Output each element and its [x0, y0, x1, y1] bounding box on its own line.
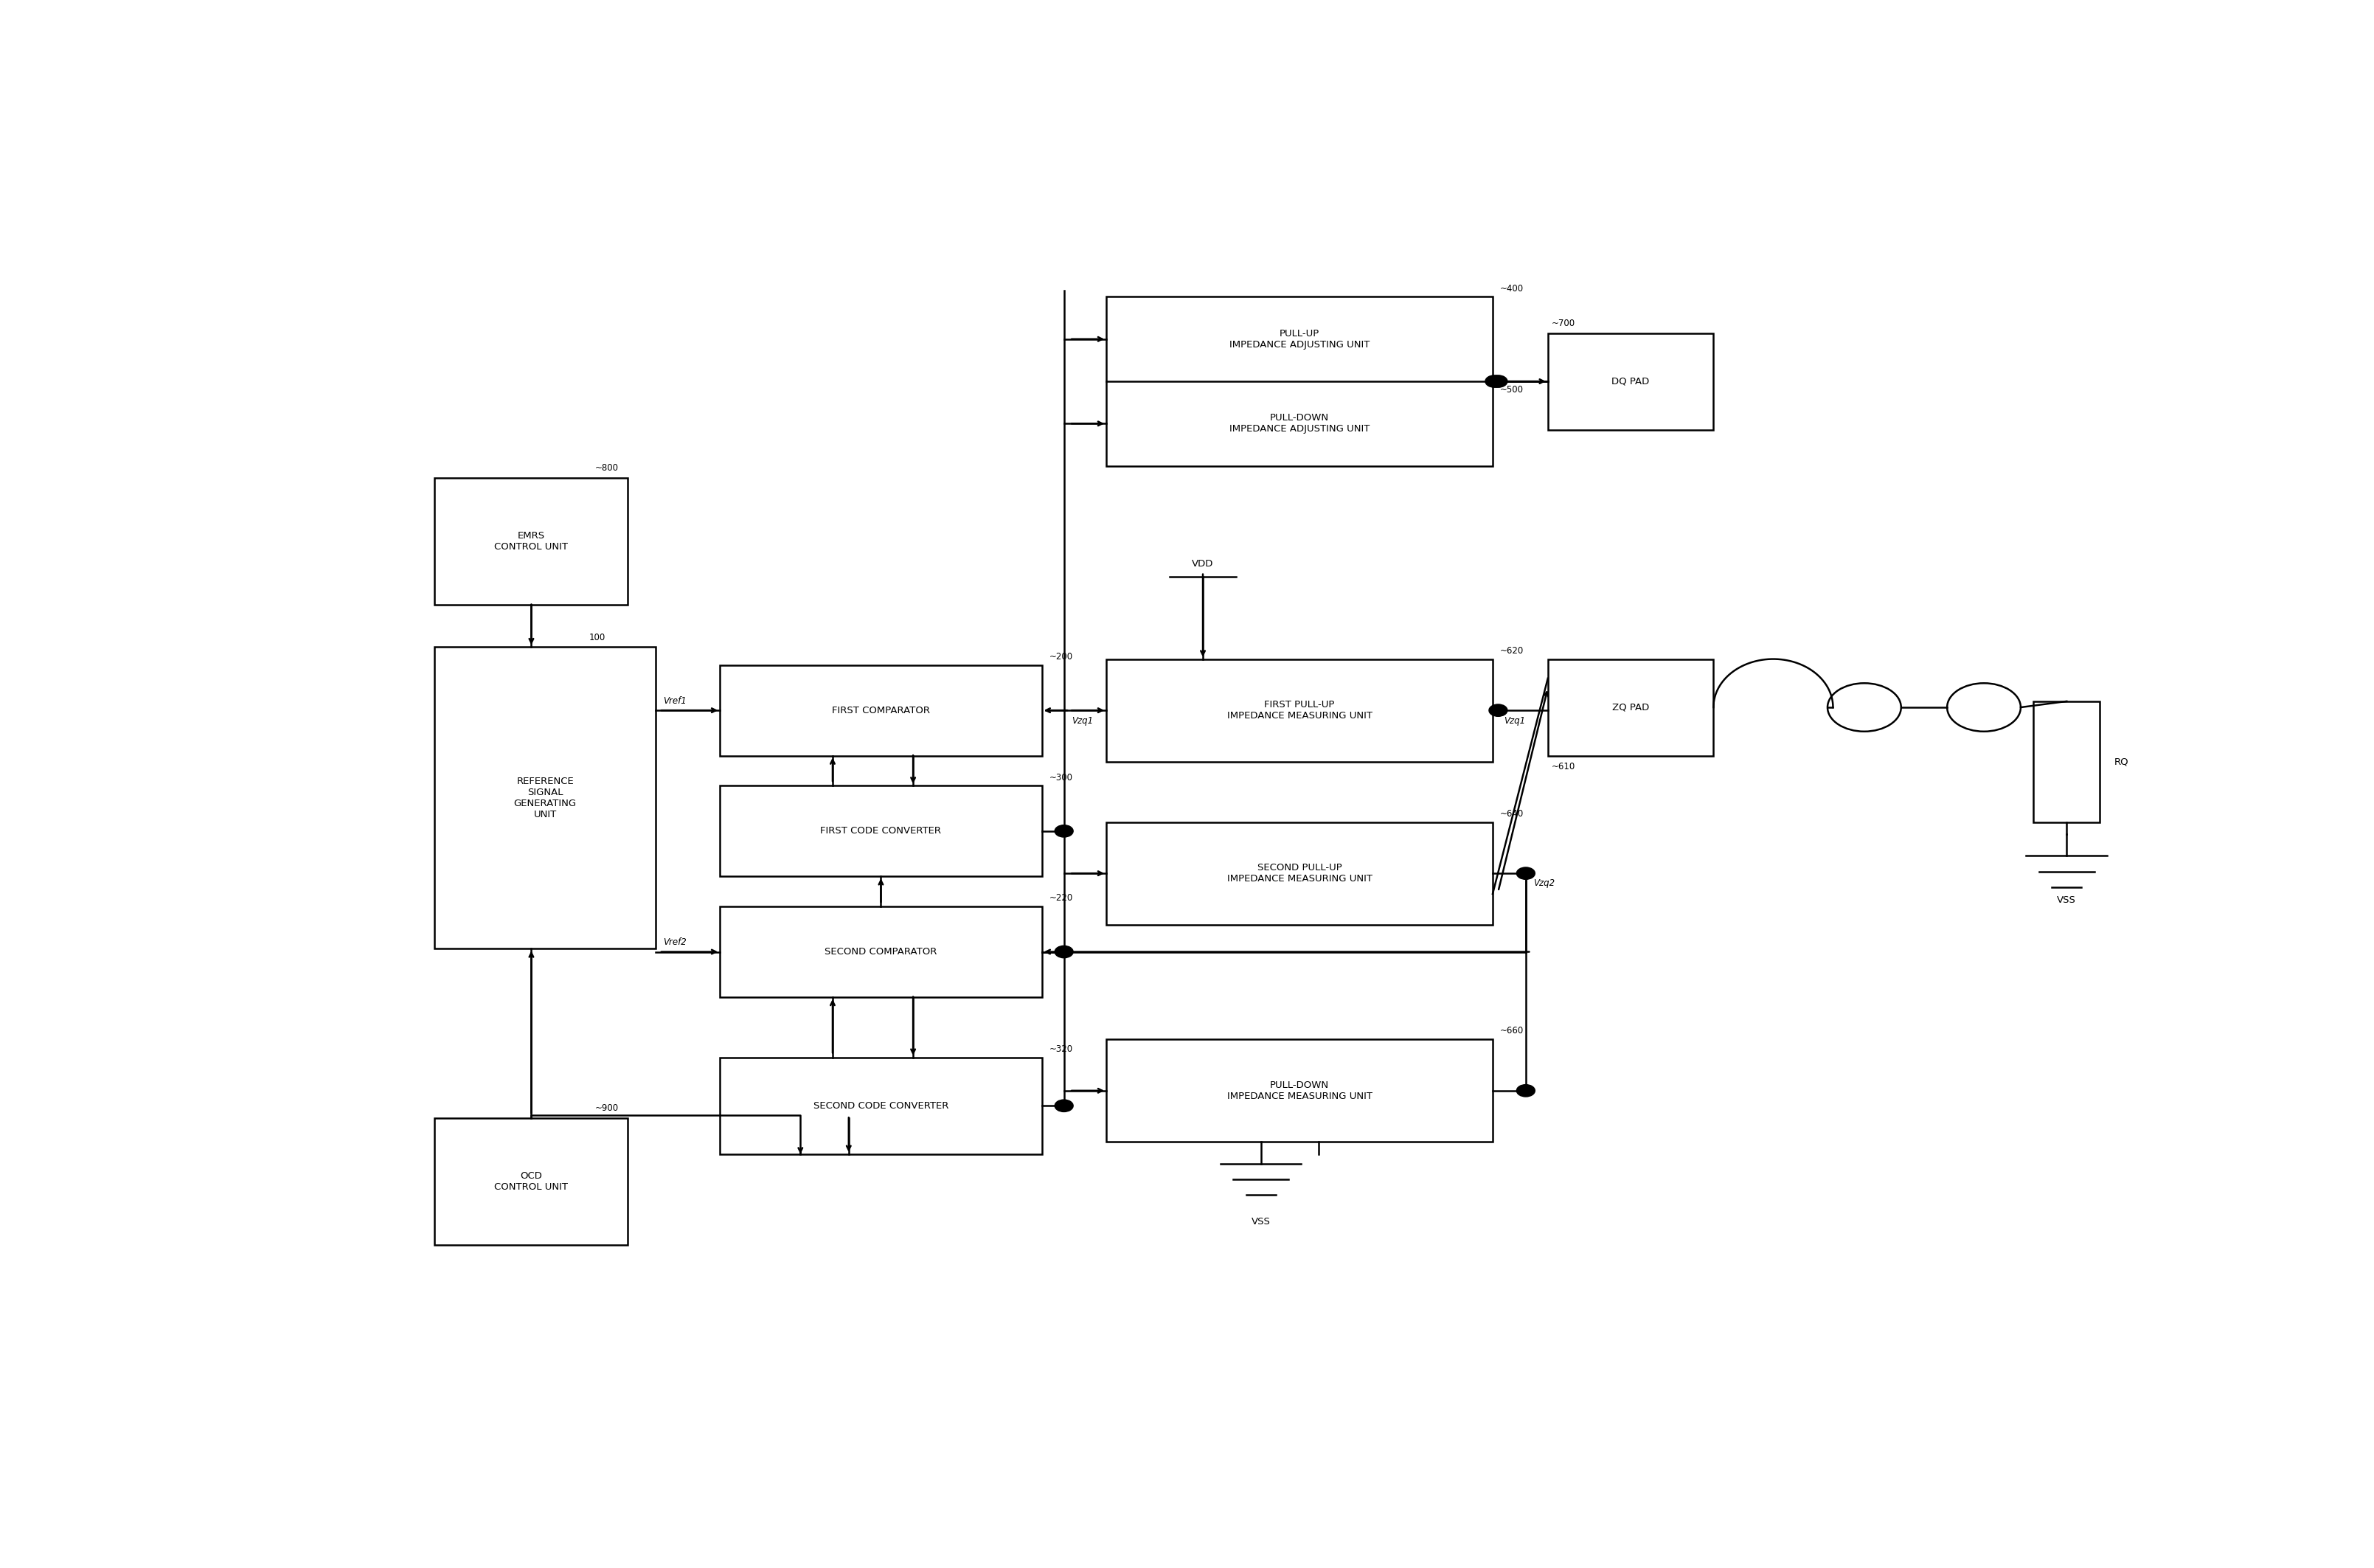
Text: OCD
CONTROL UNIT: OCD CONTROL UNIT — [494, 1171, 567, 1192]
FancyBboxPatch shape — [434, 1118, 627, 1245]
Text: ~640: ~640 — [1500, 809, 1524, 818]
Circle shape — [1054, 825, 1073, 837]
FancyBboxPatch shape — [1548, 332, 1714, 430]
Text: ~200: ~200 — [1049, 652, 1073, 662]
Text: DQ PAD: DQ PAD — [1612, 376, 1650, 386]
Text: ~320: ~320 — [1049, 1044, 1073, 1054]
FancyBboxPatch shape — [1548, 659, 1714, 756]
Text: ~800: ~800 — [596, 464, 620, 474]
Text: ~660: ~660 — [1500, 1025, 1524, 1036]
FancyBboxPatch shape — [434, 648, 655, 949]
Text: FIRST COMPARATOR: FIRST COMPARATOR — [831, 706, 931, 715]
Text: FIRST CODE CONVERTER: FIRST CODE CONVERTER — [821, 826, 942, 836]
Text: ~610: ~610 — [1553, 762, 1576, 771]
Circle shape — [1488, 375, 1507, 387]
FancyBboxPatch shape — [719, 1057, 1042, 1154]
Text: ~220: ~220 — [1049, 894, 1073, 903]
Text: FIRST PULL-UP
IMPEDANCE MEASURING UNIT: FIRST PULL-UP IMPEDANCE MEASURING UNIT — [1227, 699, 1372, 721]
Text: ~300: ~300 — [1049, 773, 1073, 782]
FancyBboxPatch shape — [1106, 659, 1493, 762]
Circle shape — [1517, 1085, 1536, 1096]
Text: EMRS
CONTROL UNIT: EMRS CONTROL UNIT — [494, 532, 567, 552]
FancyBboxPatch shape — [719, 665, 1042, 756]
Text: RQ: RQ — [2115, 757, 2129, 767]
Circle shape — [1054, 946, 1073, 958]
Text: Vzq2: Vzq2 — [1534, 878, 1555, 887]
Text: ~500: ~500 — [1500, 386, 1524, 395]
Circle shape — [1517, 867, 1536, 880]
Text: ~400: ~400 — [1500, 284, 1524, 293]
Text: ~620: ~620 — [1500, 646, 1524, 655]
FancyBboxPatch shape — [2035, 701, 2099, 822]
Circle shape — [1486, 375, 1503, 387]
Text: Vref2: Vref2 — [662, 938, 686, 947]
Text: SECOND CODE CONVERTER: SECOND CODE CONVERTER — [814, 1101, 950, 1110]
Text: PULL-UP
IMPEDANCE ADJUSTING UNIT: PULL-UP IMPEDANCE ADJUSTING UNIT — [1230, 329, 1370, 350]
Circle shape — [1488, 704, 1507, 717]
FancyBboxPatch shape — [1106, 1040, 1493, 1142]
Text: Vzq1: Vzq1 — [1071, 717, 1092, 726]
Text: SECOND COMPARATOR: SECOND COMPARATOR — [824, 947, 938, 956]
FancyBboxPatch shape — [1106, 822, 1493, 925]
Text: PULL-DOWN
IMPEDANCE MEASURING UNIT: PULL-DOWN IMPEDANCE MEASURING UNIT — [1227, 1080, 1372, 1101]
Text: VSS: VSS — [1251, 1217, 1270, 1226]
FancyBboxPatch shape — [719, 786, 1042, 877]
FancyBboxPatch shape — [719, 906, 1042, 997]
FancyBboxPatch shape — [1106, 296, 1493, 466]
Text: REFERENCE
SIGNAL
GENERATING
UNIT: REFERENCE SIGNAL GENERATING UNIT — [513, 776, 577, 818]
Text: VSS: VSS — [2058, 895, 2077, 905]
Text: VDD: VDD — [1192, 558, 1213, 569]
Text: 100: 100 — [589, 632, 605, 643]
Text: Vzq1: Vzq1 — [1503, 717, 1524, 726]
Text: ~900: ~900 — [596, 1104, 620, 1113]
Text: ~700: ~700 — [1553, 318, 1576, 328]
Text: PULL-DOWN
IMPEDANCE ADJUSTING UNIT: PULL-DOWN IMPEDANCE ADJUSTING UNIT — [1230, 414, 1370, 434]
Text: SECOND PULL-UP
IMPEDANCE MEASURING UNIT: SECOND PULL-UP IMPEDANCE MEASURING UNIT — [1227, 862, 1372, 884]
Circle shape — [1054, 1099, 1073, 1112]
FancyBboxPatch shape — [434, 478, 627, 605]
Text: Vref1: Vref1 — [662, 696, 686, 706]
Text: ZQ PAD: ZQ PAD — [1612, 702, 1650, 712]
